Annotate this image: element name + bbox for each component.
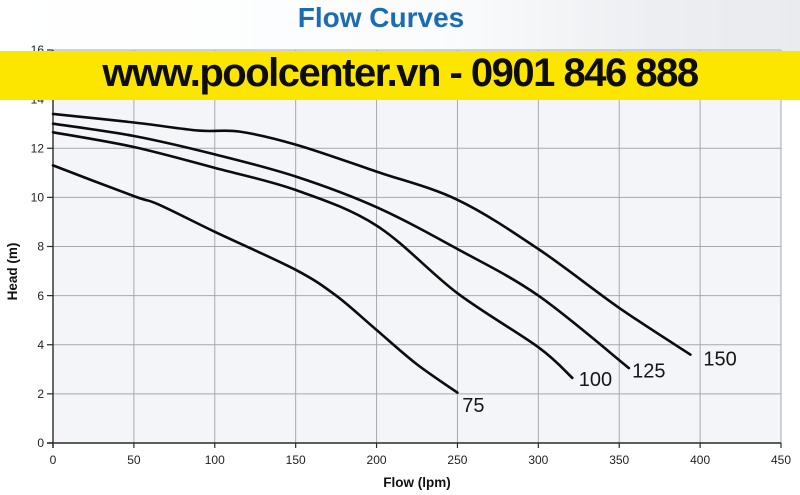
y-tick-label: 4 [37, 338, 44, 352]
flow-curve-100 [51, 131, 574, 380]
x-tick-label: 0 [50, 453, 57, 467]
x-tick-label: 300 [528, 453, 548, 467]
curve-label-150: 150 [703, 348, 736, 370]
x-axis-title: Flow (lpm) [383, 475, 451, 490]
curve-label-100: 100 [579, 369, 612, 391]
x-tick-label: 400 [690, 453, 710, 467]
x-tick-label: 100 [205, 453, 225, 467]
y-tick-label: 8 [37, 240, 44, 254]
x-tick-label: 200 [367, 453, 387, 467]
promo-banner-text: www.poolcenter.vn - 0901 846 888 [102, 51, 699, 95]
x-tick-label: 50 [127, 453, 141, 467]
y-tick-label: 2 [37, 387, 44, 401]
x-tick-label: 150 [286, 453, 306, 467]
flow-curve-150 [51, 112, 692, 356]
y-axis-title: Head (m) [5, 243, 20, 301]
x-tick-label: 250 [447, 453, 467, 467]
y-tick-label: 6 [37, 289, 44, 303]
x-tick-label: 350 [609, 453, 629, 467]
curve-label-125: 125 [632, 361, 665, 383]
y-tick-label: 10 [31, 191, 45, 205]
promo-banner: www.poolcenter.vn - 0901 846 888 [0, 51, 800, 100]
flow-curve-125 [51, 122, 631, 370]
y-tick-label: 0 [37, 436, 44, 450]
x-tick-label: 450 [771, 453, 791, 467]
header-band [0, 0, 800, 51]
page-title: Flow Curves [297, 2, 465, 33]
flow-curve-75 [51, 164, 459, 394]
y-tick-label: 12 [31, 141, 45, 155]
curve-label-75: 75 [462, 395, 484, 417]
